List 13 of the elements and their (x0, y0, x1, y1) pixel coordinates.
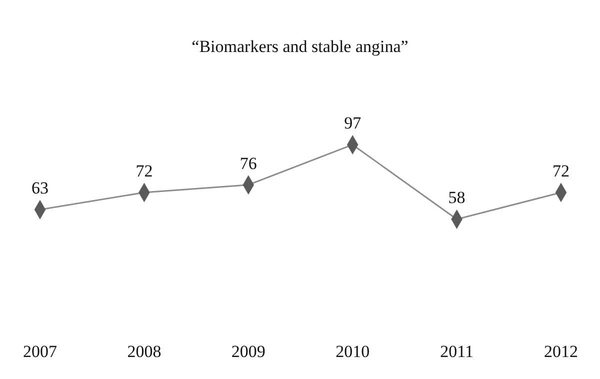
x-tick-label: 2007 (23, 342, 58, 361)
data-label: 97 (344, 114, 362, 133)
x-tick-label: 2008 (127, 342, 162, 361)
data-label: 72 (552, 161, 570, 180)
x-tick-label: 2011 (440, 342, 474, 361)
data-label: 76 (240, 154, 257, 173)
data-label: 58 (448, 188, 466, 208)
data-label: 63 (32, 178, 48, 198)
x-tick-label: 2010 (336, 342, 370, 361)
chart-title: “Biomarkers and stable angina” (192, 37, 408, 56)
data-label: 72 (136, 161, 153, 180)
x-tick-label: 2009 (231, 342, 266, 361)
x-tick-label: 2012 (544, 342, 578, 361)
